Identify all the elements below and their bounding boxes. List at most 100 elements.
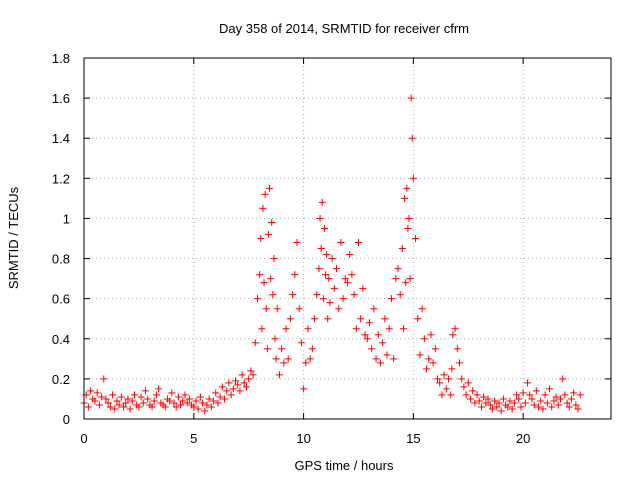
data-point (316, 214, 324, 222)
x-axis-label: GPS time / hours (295, 458, 394, 473)
data-point (359, 285, 367, 293)
data-point (495, 399, 503, 407)
x-tick-label: 20 (516, 431, 530, 446)
data-point (214, 399, 222, 407)
data-point (308, 345, 316, 353)
data-point (302, 359, 310, 367)
data-point (510, 399, 518, 407)
data-point (350, 291, 358, 299)
data-point (306, 355, 314, 363)
data-point (427, 331, 435, 339)
data-point (227, 391, 235, 399)
data-point (539, 405, 547, 413)
data-point (152, 391, 160, 399)
data-point (325, 275, 333, 283)
data-point (482, 399, 490, 407)
data-point (477, 403, 485, 411)
data-point (559, 375, 567, 383)
data-point (524, 379, 532, 387)
data-point (115, 401, 123, 409)
data-point (106, 403, 114, 411)
data-point (436, 379, 444, 387)
data-point (469, 387, 477, 395)
y-tick-labels: 0 0.2 0.4 0.6 0.8 1 1.2 1.4 1.6 1.8 (52, 51, 70, 427)
data-point (532, 387, 540, 395)
data-point (207, 403, 215, 411)
data-point (194, 405, 202, 413)
data-point (572, 401, 580, 409)
data-point (526, 391, 534, 399)
data-point (346, 251, 354, 259)
data-point (344, 279, 351, 287)
data-point (550, 397, 558, 405)
data-point (464, 379, 472, 387)
data-point (567, 395, 575, 403)
data-point (561, 391, 569, 399)
data-point (295, 305, 303, 313)
data-point (506, 397, 514, 405)
data-point (480, 393, 488, 401)
data-point (102, 395, 110, 403)
data-point (372, 355, 380, 363)
chart-title: Day 358 of 2014, SRMTID for receiver cfr… (219, 21, 469, 36)
data-point (109, 391, 117, 399)
data-point (168, 389, 176, 397)
data-point (541, 391, 549, 399)
data-point (337, 239, 345, 247)
data-point (269, 291, 277, 299)
data-point (385, 325, 393, 333)
data-point (407, 94, 415, 102)
data-point (199, 399, 207, 407)
data-point (484, 395, 492, 403)
data-point (315, 265, 323, 273)
data-point (447, 391, 455, 399)
data-point (348, 271, 356, 279)
data-point (128, 397, 136, 405)
data-point (313, 291, 321, 299)
data-point (458, 375, 466, 383)
plot-area-border (83, 57, 612, 420)
data-point (374, 331, 382, 339)
data-point (330, 285, 338, 293)
y-axis-label: SRMTID / TECUs (6, 186, 21, 289)
data-point (488, 405, 496, 413)
grid-lines (84, 58, 611, 419)
data-point (554, 401, 562, 409)
data-point (471, 399, 479, 407)
data-point (238, 371, 246, 379)
y-tick-label: 1.2 (52, 171, 70, 186)
data-point (84, 403, 92, 411)
data-point (453, 345, 461, 353)
data-point (166, 397, 174, 405)
data-point (546, 385, 554, 393)
data-point (537, 397, 545, 405)
y-tick-label: 0.6 (52, 292, 70, 307)
data-point (318, 198, 326, 206)
x-tick-label: 10 (296, 431, 310, 446)
data-point (326, 299, 334, 307)
data-point (324, 315, 332, 323)
data-point (291, 271, 299, 279)
data-point (414, 315, 422, 323)
data-point (223, 387, 231, 395)
data-point (137, 393, 145, 401)
data-point (528, 395, 536, 403)
y-tick-label: 1.8 (52, 51, 70, 66)
data-point (394, 265, 402, 273)
data-point (258, 325, 266, 333)
data-point (275, 371, 283, 379)
data-point (203, 401, 211, 409)
data-point (135, 403, 143, 411)
data-point (381, 315, 389, 323)
data-point (493, 403, 501, 411)
y-tick-label: 0.4 (52, 332, 70, 347)
data-point (181, 391, 189, 399)
data-point (399, 325, 407, 333)
data-point (440, 371, 448, 379)
data-point (87, 387, 95, 395)
data-point (264, 230, 272, 238)
data-point (317, 245, 325, 253)
data-point (475, 397, 483, 405)
data-point (451, 325, 459, 333)
data-point (565, 403, 573, 411)
